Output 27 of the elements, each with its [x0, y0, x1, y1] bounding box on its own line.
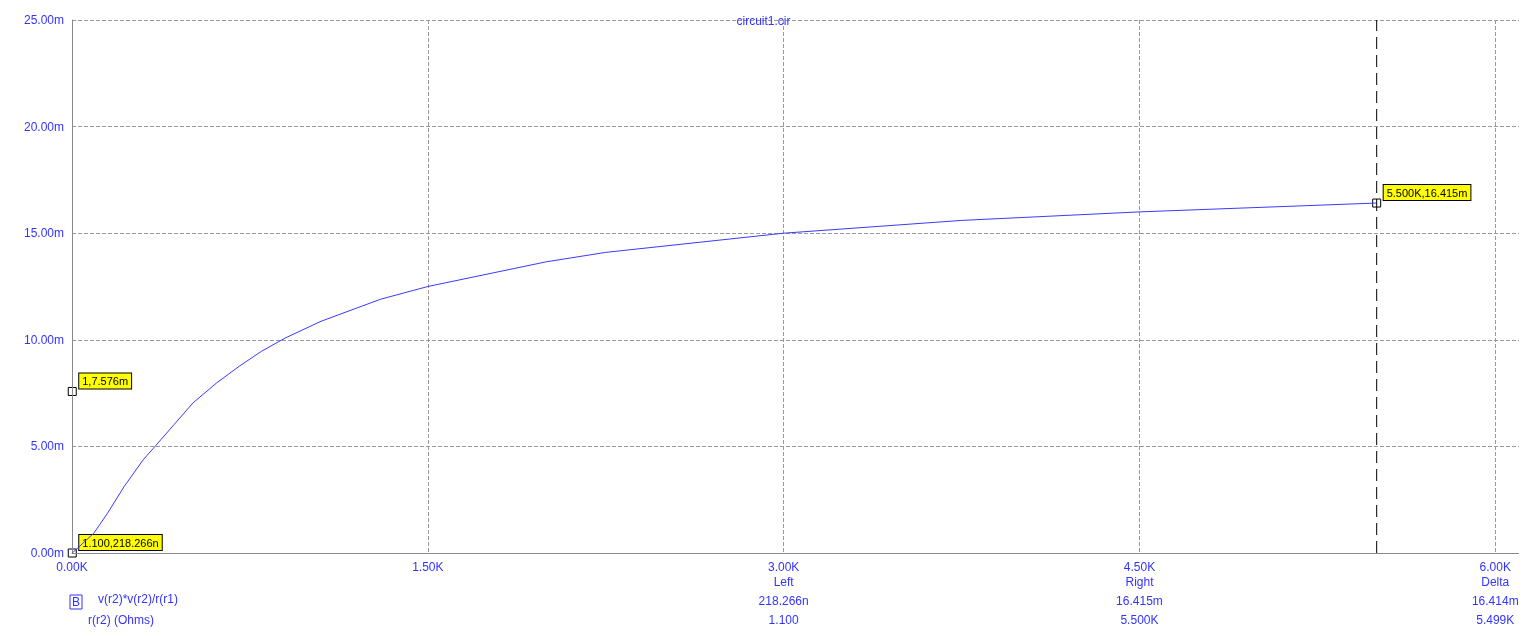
text: Delta — [1481, 575, 1510, 589]
text: B — [72, 595, 81, 609]
x-tick-label: 0.00K — [56, 560, 88, 574]
y-tick-label: 0.00m — [30, 546, 64, 560]
text: 5.499K — [1476, 613, 1515, 627]
text: 218.266n — [758, 594, 809, 608]
text: 16.415m — [1116, 594, 1163, 608]
y-tick-label: 5.00m — [30, 439, 64, 454]
x-axis-title: r(r2) (Ohms) — [88, 613, 154, 627]
text: 5.500K — [1120, 613, 1159, 627]
annotation: 1,7.576m — [82, 374, 129, 387]
x-tick-label: 6.00K — [1479, 560, 1511, 574]
legend-label: v(r2)*v(r2)/r(r1) — [98, 592, 178, 606]
text: 1.100 — [768, 613, 799, 627]
x-tick-label: 1.50K — [412, 560, 444, 574]
text: Left — [773, 575, 795, 589]
text: 16.414m — [1471, 594, 1519, 608]
annotation: 1.100,218.266n — [82, 536, 159, 549]
text: Right — [1125, 575, 1155, 589]
chart-title: circuit1.cir — [736, 14, 791, 28]
y-tick-label: 15.00m — [23, 226, 64, 241]
y-tick-label: 10.00m — [23, 332, 64, 347]
y-tick-label: 20.00m — [23, 119, 64, 134]
x-tick-label: 4.50K — [1123, 560, 1156, 574]
x-tick-label: 3.00K — [767, 560, 800, 574]
y-tick-label: 25.00m — [23, 13, 64, 27]
annotation: 5.500K,16.415m — [1386, 186, 1468, 199]
